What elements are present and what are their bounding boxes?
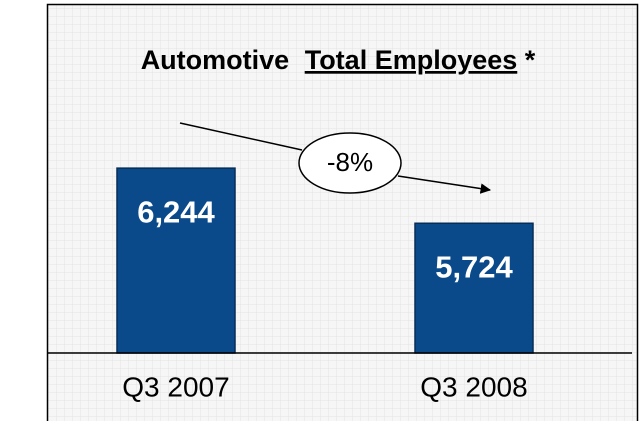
value-label: 5,724 — [435, 249, 513, 284]
bar — [414, 222, 534, 354]
annotation-bubble — [298, 132, 402, 194]
annotation: -8% — [327, 147, 373, 177]
title-part: * — [525, 45, 536, 75]
x-tick-label: Q3 2007 — [122, 371, 229, 402]
x-tick-label: Q3 2008 — [420, 371, 527, 402]
arrow-line — [179, 122, 303, 151]
value-label: 6,244 — [137, 194, 215, 229]
arrow — [397, 175, 492, 194]
title-part: Automotive — [141, 45, 290, 75]
chart-title: Automotive Total Employees * — [141, 45, 536, 75]
bar — [116, 167, 236, 354]
title-emphasis: Total Employees — [305, 45, 518, 75]
